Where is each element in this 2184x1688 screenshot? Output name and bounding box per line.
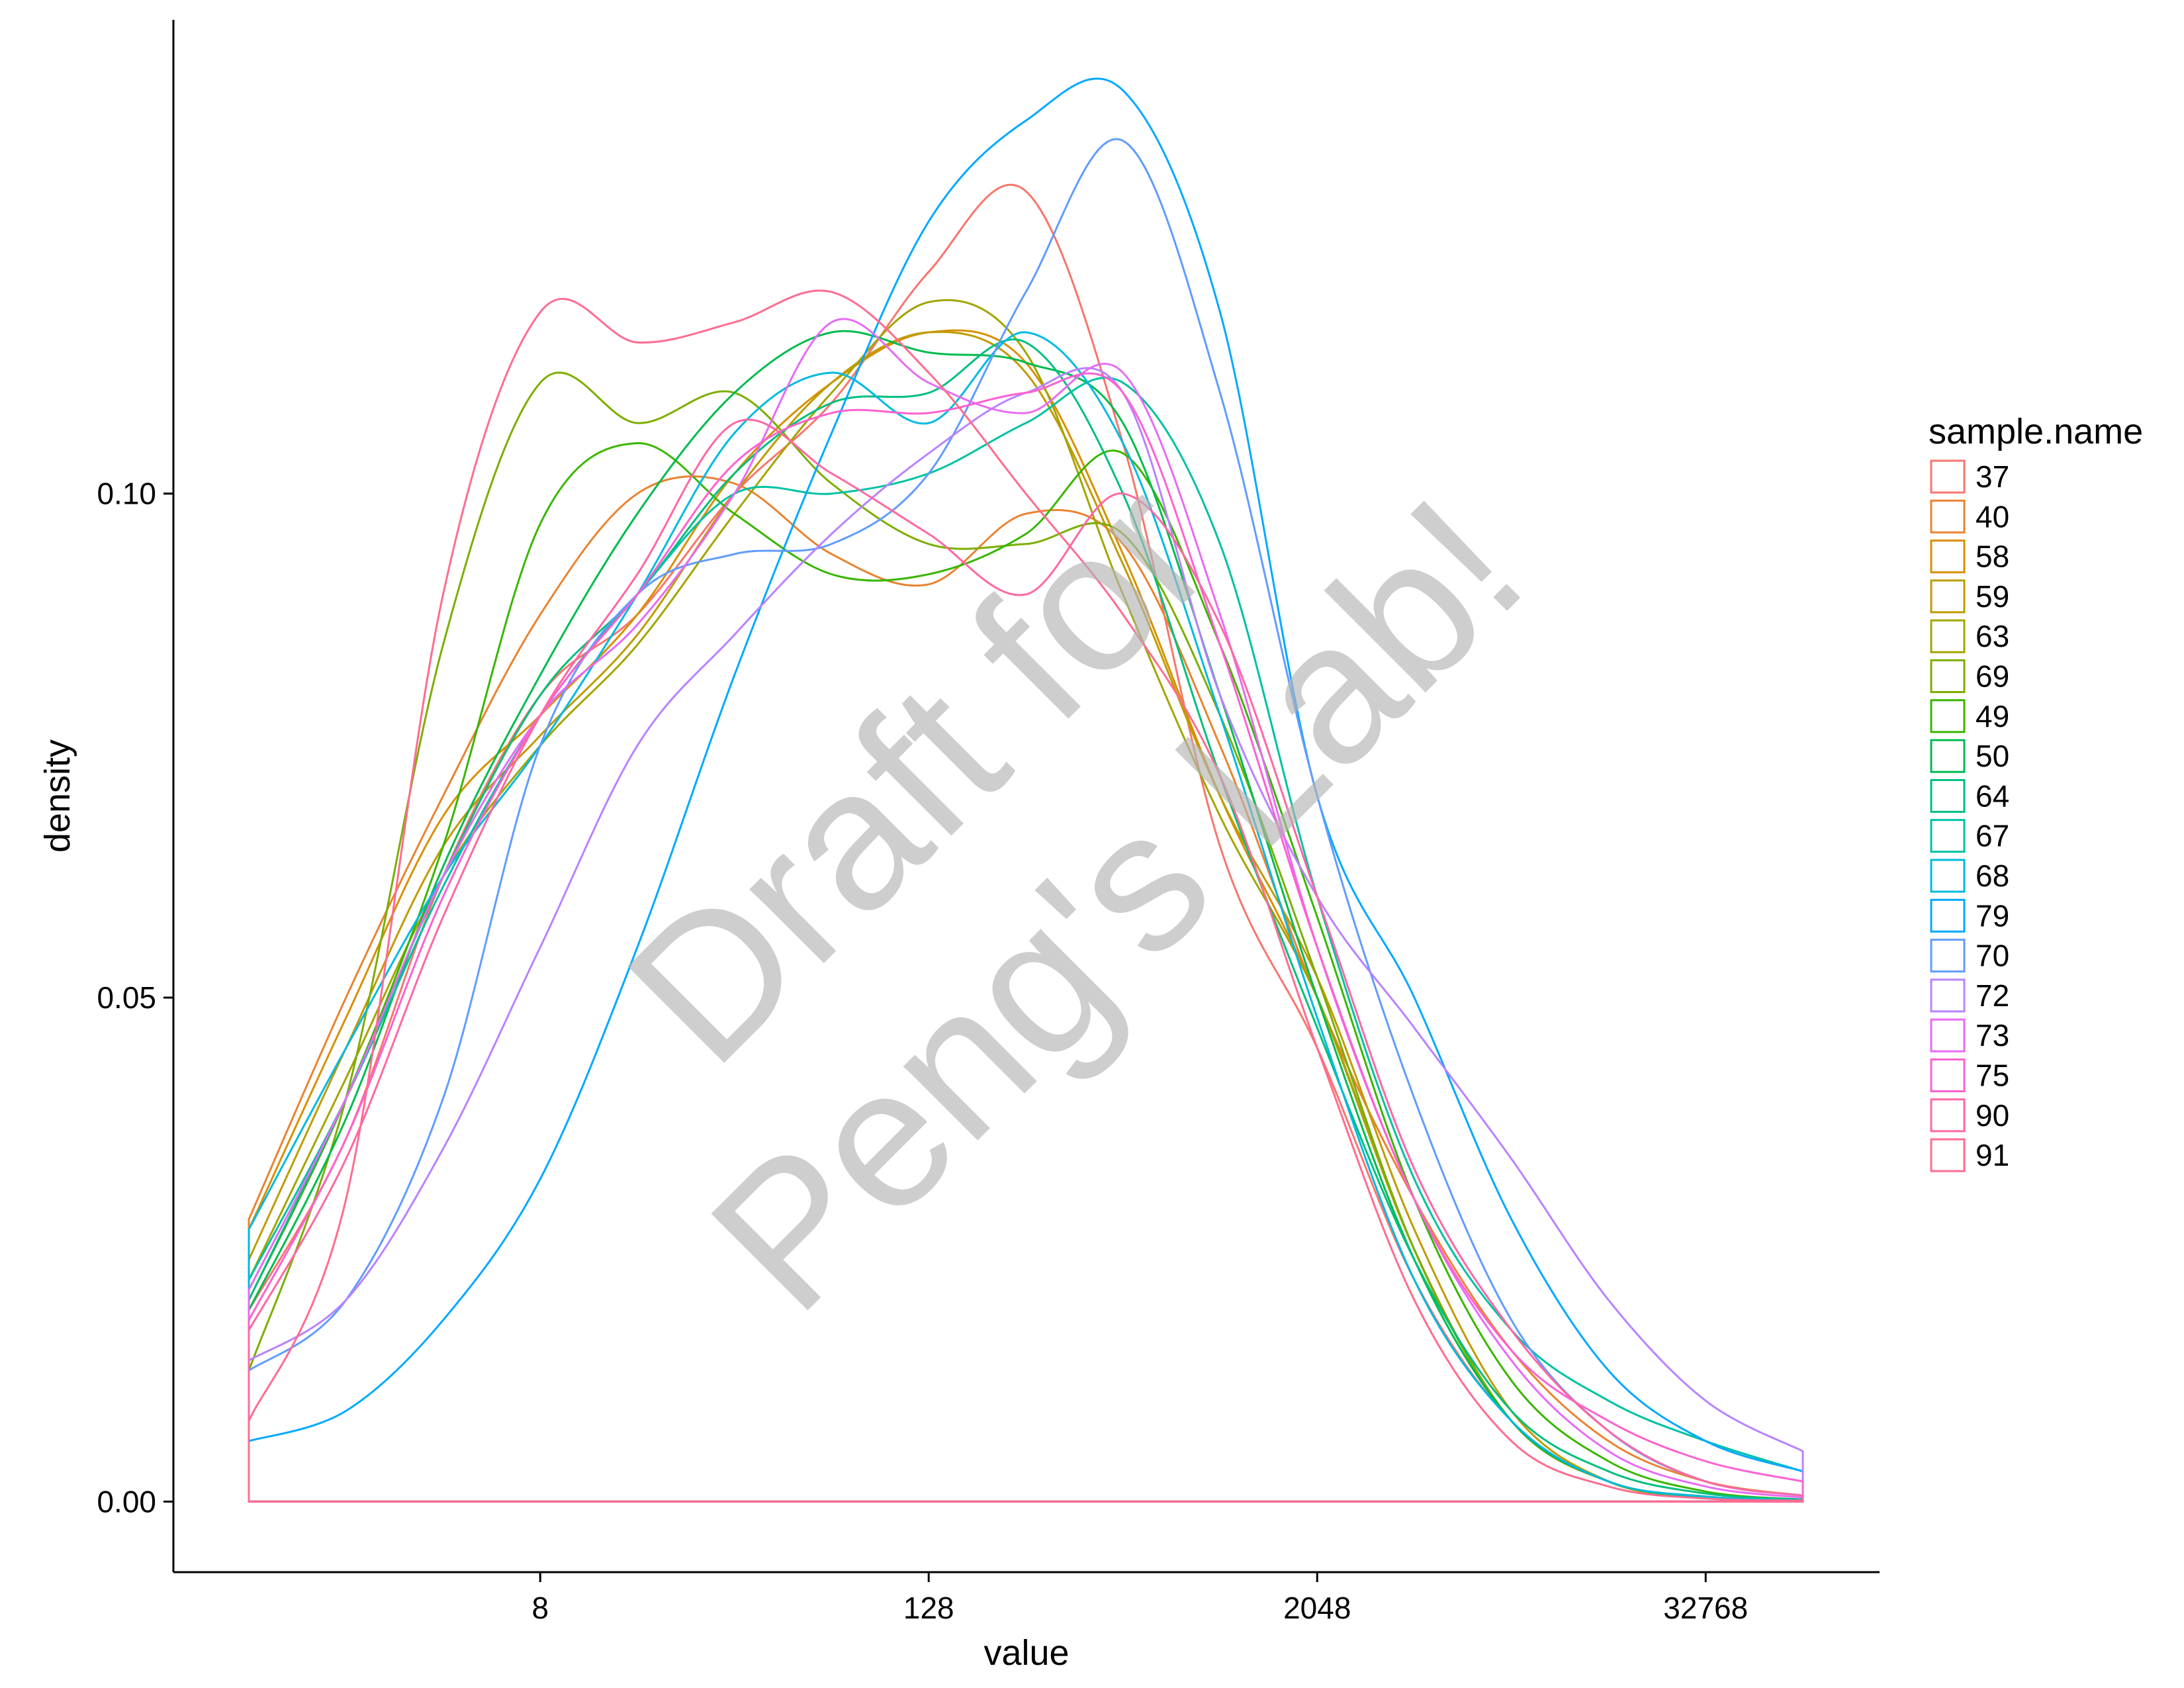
legend-key-72	[1930, 978, 1966, 1013]
x-axis-ticks: 8 128 2048 32768	[531, 1572, 1748, 1625]
legend-label-90: 90	[1976, 1098, 2009, 1133]
x-tick-label: 8	[531, 1591, 549, 1625]
density-curves	[248, 77, 1804, 1503]
legend-label-69: 69	[1976, 659, 2009, 694]
axes: 8 128 2048 32768 0.00 0.05 0.10 value density	[38, 20, 1880, 1673]
density-curve-64	[248, 338, 1804, 1503]
legend-key-64	[1930, 778, 1966, 813]
legend-key-40	[1930, 499, 1966, 534]
legend-label-63: 63	[1976, 619, 2009, 653]
legend-label-73: 73	[1976, 1018, 2009, 1053]
legend-items: 37 40 58 59 63 69 49 50 64 67 68 79 70 72 73 75 90 91	[1930, 459, 2009, 1172]
legend-label-72: 72	[1976, 978, 2009, 1013]
density-curve-68	[248, 331, 1804, 1503]
y-tick-label: 0.00	[97, 1484, 156, 1519]
legend: sample.name 37 40 58 59 63 69 49 50 64 67 68 79 70 72…	[1929, 412, 2143, 1172]
legend-label-50: 50	[1976, 739, 2009, 773]
legend-label-58: 58	[1976, 539, 2009, 574]
legend-key-50	[1930, 739, 1966, 773]
legend-key-68	[1930, 859, 1966, 893]
legend-key-79	[1930, 898, 1966, 933]
legend-key-63	[1930, 619, 1966, 653]
x-axis-title: value	[983, 1633, 1069, 1673]
density-curve-73	[248, 318, 1804, 1503]
legend-key-37	[1930, 459, 1966, 494]
legend-label-75: 75	[1976, 1058, 2009, 1093]
density-curve-72	[248, 367, 1804, 1503]
legend-key-67	[1930, 819, 1966, 853]
legend-label-91: 91	[1976, 1138, 2009, 1172]
legend-key-70	[1930, 939, 1966, 973]
x-tick-label: 2048	[1283, 1591, 1351, 1625]
density-curve-79	[248, 77, 1804, 1503]
legend-label-40: 40	[1976, 499, 2009, 534]
legend-key-75	[1930, 1058, 1966, 1092]
legend-label-37: 37	[1976, 459, 2009, 494]
legend-label-79: 79	[1976, 898, 2009, 933]
legend-key-49	[1930, 699, 1966, 733]
legend-label-67: 67	[1976, 819, 2009, 853]
legend-key-73	[1930, 1018, 1966, 1053]
legend-label-64: 64	[1976, 778, 2009, 813]
legend-key-90	[1930, 1098, 1966, 1133]
density-curve-75	[248, 372, 1804, 1503]
x-tick-label: 128	[903, 1591, 954, 1625]
legend-key-58	[1930, 539, 1966, 574]
legend-label-68: 68	[1976, 859, 2009, 893]
density-curve-91	[248, 289, 1804, 1503]
y-axis-ticks: 0.00 0.05 0.10	[97, 477, 173, 1519]
y-axis-title: density	[38, 739, 77, 853]
legend-key-91	[1930, 1138, 1966, 1172]
x-tick-label: 32768	[1663, 1591, 1748, 1625]
density-curve-49	[248, 442, 1804, 1503]
legend-title: sample.name	[1929, 412, 2143, 451]
density-curve-70	[248, 138, 1804, 1503]
legend-label-59: 59	[1976, 579, 2009, 614]
legend-key-59	[1930, 579, 1966, 614]
watermark: Draft for Peng's Lab!	[586, 440, 1565, 1353]
legend-label-70: 70	[1976, 939, 2009, 973]
density-curve-90	[248, 418, 1804, 1503]
legend-label-49: 49	[1976, 699, 2009, 733]
y-tick-label: 0.10	[97, 477, 156, 511]
legend-key-69	[1930, 659, 1966, 693]
y-tick-label: 0.05	[97, 980, 156, 1015]
